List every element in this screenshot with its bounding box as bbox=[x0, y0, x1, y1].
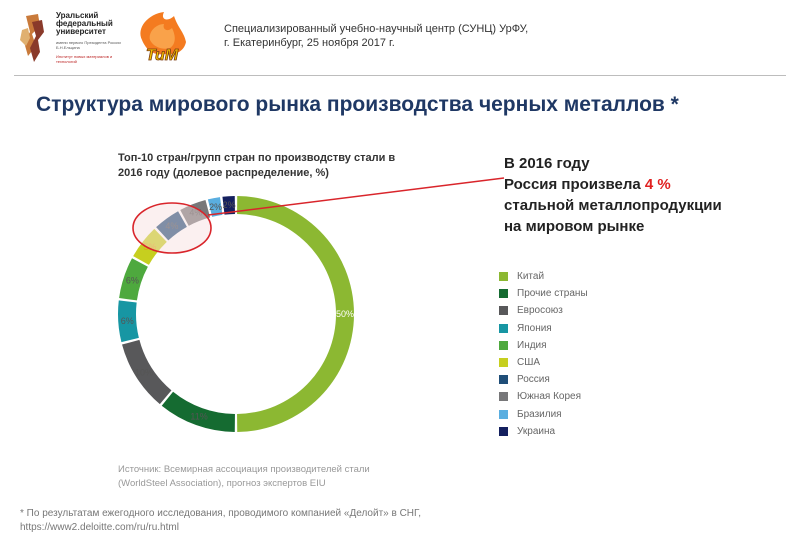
donut-segment-3 bbox=[118, 300, 139, 343]
legend-item: Россия bbox=[499, 371, 588, 388]
urfu-institute: Институт новых материалов и технологий bbox=[56, 54, 113, 64]
donut-segments bbox=[118, 196, 354, 432]
tim-logo: ТиМ bbox=[134, 10, 190, 68]
event-info: Специализированный учебно-научный центр … bbox=[224, 22, 528, 50]
donut-label-8: 2% bbox=[209, 202, 222, 212]
legend-label: Прочие страны bbox=[517, 288, 588, 300]
donut-label-7: 4% bbox=[189, 208, 202, 218]
chart-legend: Китай Прочие страны Евросоюз Япония Индия США… bbox=[499, 268, 588, 440]
legend-swatch bbox=[499, 409, 508, 419]
highlight-line-3: стальной металлопродукции bbox=[504, 197, 722, 214]
callout-line bbox=[207, 177, 505, 216]
legend-swatch bbox=[499, 375, 508, 385]
legend-swatch bbox=[499, 358, 508, 368]
legend-label: Япония bbox=[517, 322, 552, 334]
legend-label: Китай bbox=[517, 271, 545, 283]
legend-label: Евросоюз bbox=[517, 305, 563, 317]
legend-label: Южная Корея bbox=[517, 391, 581, 403]
donut-segment-9 bbox=[222, 196, 235, 215]
legend-item: Китай bbox=[499, 268, 588, 285]
legend-label: Россия bbox=[517, 374, 550, 386]
russia-highlight-ellipse bbox=[132, 202, 212, 254]
legend-item: Прочие страны bbox=[499, 285, 588, 302]
donut-label-5: 5% bbox=[143, 242, 156, 252]
legend-swatch bbox=[499, 426, 508, 436]
legend-swatch bbox=[499, 392, 508, 402]
legend-item: Евросоюз bbox=[499, 302, 588, 319]
highlight-text: В 2016 году Россия произвела 4 % стально… bbox=[504, 153, 774, 237]
chart-source: Источник: Всемирная ассоциация производи… bbox=[118, 464, 370, 489]
highlight-value: 4 % bbox=[644, 176, 671, 193]
donut-segment-4 bbox=[119, 258, 148, 301]
legend-item: США bbox=[499, 354, 588, 371]
donut-segment-7 bbox=[180, 200, 211, 226]
urfu-name: Уральский федеральный университет bbox=[56, 11, 113, 36]
legend-label: Индия bbox=[517, 339, 547, 351]
donut-labels: 50% 11% 10% 6% 6% 5% 4% 4% 2% 2% bbox=[121, 200, 354, 421]
donut-label-4: 6% bbox=[126, 275, 139, 285]
footnote: * По результатам ежегодного исследования… bbox=[20, 508, 421, 533]
legend-item: Бразилия bbox=[499, 406, 588, 423]
legend-swatch bbox=[499, 306, 508, 316]
donut-segment-2 bbox=[122, 339, 172, 405]
donut-label-1: 11% bbox=[190, 412, 207, 422]
highlight-line-1: В 2016 году bbox=[504, 155, 590, 172]
urfu-emblem-icon bbox=[20, 14, 44, 62]
legend-item: Индия bbox=[499, 337, 588, 354]
slide-title: Структура мирового рынка производства че… bbox=[36, 93, 679, 116]
donut-segment-0 bbox=[237, 196, 354, 432]
legend-item: Япония bbox=[499, 320, 588, 337]
donut-label-6: 4% bbox=[165, 221, 178, 231]
legend-item: Южная Корея bbox=[499, 388, 588, 405]
highlight-line-4: на мировом рынке bbox=[504, 218, 645, 235]
urfu-logo: Уральский федеральный университет имени … bbox=[18, 12, 121, 68]
legend-swatch bbox=[499, 340, 508, 350]
donut-segment-1 bbox=[161, 391, 235, 432]
legend-item: Украина bbox=[499, 423, 588, 440]
legend-swatch bbox=[499, 323, 508, 333]
donut-label-9: 2% bbox=[223, 200, 236, 210]
legend-swatch bbox=[499, 289, 508, 299]
event-line-1: Специализированный учебно-научный центр … bbox=[224, 23, 529, 35]
legend-label: Бразилия bbox=[517, 408, 562, 420]
event-line-2: г. Екатеринбург, 25 ноября 2017 г. bbox=[224, 37, 395, 49]
donut-segment-5 bbox=[133, 228, 167, 265]
donut-label-3: 6% bbox=[121, 316, 134, 326]
header-divider bbox=[14, 75, 786, 76]
legend-label: США bbox=[517, 357, 541, 369]
highlight-line-2-text: Россия произвела bbox=[504, 176, 645, 193]
legend-label: Украина bbox=[517, 425, 556, 437]
urfu-subtitle: имени первого Президента России Б.Н.Ельц… bbox=[56, 40, 121, 50]
chart-title: Топ-10 стран/групп стран по производству… bbox=[118, 152, 396, 179]
donut-segment-6 bbox=[156, 211, 187, 241]
donut-label-2: 10% bbox=[135, 367, 153, 377]
highlight-line-2: Россия произвела 4 % bbox=[504, 174, 774, 195]
svg-text:ТиМ: ТиМ bbox=[146, 47, 179, 64]
legend-swatch bbox=[499, 272, 508, 282]
donut-label-0: 50% bbox=[336, 309, 354, 319]
donut-segment-8 bbox=[207, 197, 223, 217]
